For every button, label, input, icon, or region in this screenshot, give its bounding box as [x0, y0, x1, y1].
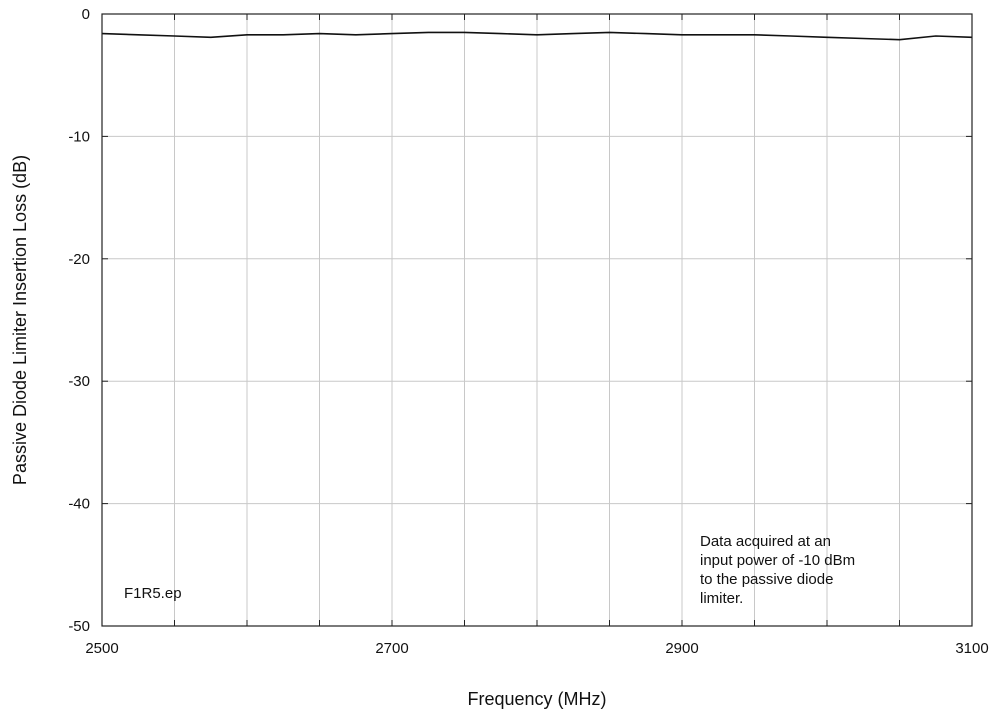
filename-label: F1R5.ep	[124, 585, 182, 602]
insertion-loss-series	[101, 31, 973, 41]
x-tick-label: 2700	[375, 640, 408, 657]
grid-lines	[102, 14, 972, 626]
axis-ticks	[102, 14, 972, 626]
y-tick-label: -50	[68, 618, 90, 635]
note-line-3: to the passive diode	[700, 571, 833, 588]
note-line-2: input power of -10 dBm	[700, 552, 855, 569]
x-tick-label: 3100	[955, 640, 988, 657]
y-tick-label: -40	[68, 496, 90, 513]
note-line-4: limiter.	[700, 590, 743, 607]
note-line-1: Data acquired at an	[700, 533, 831, 550]
filename-line: F1R5.ep	[124, 585, 182, 602]
y-tick-label: -10	[68, 128, 90, 145]
tick-labels: 2500 2700 2900 3100 0 -10 -20 -30 -40 -50	[68, 6, 988, 657]
y-tick-label: -30	[68, 373, 90, 390]
x-tick-label: 2500	[85, 640, 118, 657]
acquisition-note: Data acquired at an input power of -10 d…	[700, 533, 859, 607]
y-tick-label: -20	[68, 251, 90, 268]
x-tick-label: 2900	[665, 640, 698, 657]
x-axis-title: Frequency (MHz)	[467, 689, 606, 709]
y-axis-title: Passive Diode Limiter Insertion Loss (dB…	[10, 155, 30, 485]
y-tick-label: 0	[82, 6, 90, 23]
series-layer	[101, 31, 973, 41]
